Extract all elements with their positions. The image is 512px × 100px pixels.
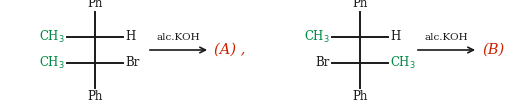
Text: Ph: Ph	[88, 90, 103, 100]
Text: CH$_3$: CH$_3$	[39, 55, 65, 71]
Text: Ph: Ph	[352, 0, 368, 10]
Text: CH$_3$: CH$_3$	[39, 29, 65, 45]
Text: H: H	[125, 30, 135, 44]
Text: CH$_3$: CH$_3$	[390, 55, 416, 71]
Text: Ph: Ph	[352, 90, 368, 100]
Text: Br: Br	[125, 56, 139, 70]
Text: (B): (B)	[482, 43, 504, 57]
Text: (A) ,: (A) ,	[214, 43, 245, 57]
Text: alc.KOH: alc.KOH	[424, 33, 468, 42]
Text: alc.KOH: alc.KOH	[157, 33, 200, 42]
Text: CH$_3$: CH$_3$	[304, 29, 330, 45]
Text: Ph: Ph	[88, 0, 103, 10]
Text: Br: Br	[315, 56, 330, 70]
Text: H: H	[390, 30, 400, 44]
